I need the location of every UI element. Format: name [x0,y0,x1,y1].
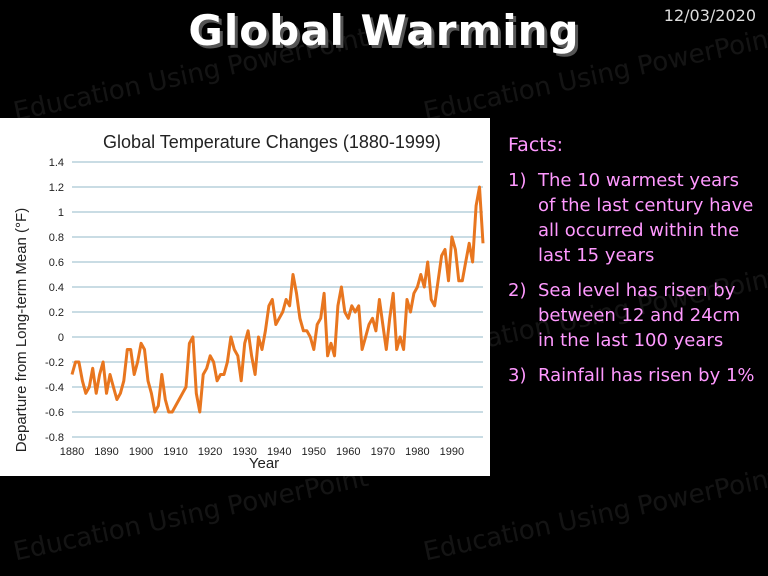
x-tick-label: 1970 [371,446,395,458]
fact-number: 1) [508,170,527,191]
chart-x-axis-label: Year [249,455,279,472]
slide-title: Global Warming [188,6,580,55]
x-tick-label: 1880 [60,446,84,458]
x-tick-label: 1950 [302,446,326,458]
facts-heading: Facts: [508,134,564,156]
x-tick-label: 1930 [232,446,256,458]
fact-item: 1) The 10 warmest years of the last cent… [508,168,760,268]
chart-series [70,185,485,414]
fact-item: 2) Sea level has risen by between 12 and… [508,278,760,353]
slide-date: 12/03/2020 [663,6,756,25]
chart-ticks: -0.8 -0.6 -0.4 -0.2 0 0.2 0.4 0.6 0.8 1 1.2 1.4 1880… [45,157,464,458]
x-tick-label: 1940 [267,446,291,458]
chart-svg: Global Temperature Changes (1880-1999) D… [13,132,485,472]
fact-text: Rainfall has risen by 1% [538,365,755,386]
y-tick-label: 0.2 [49,307,64,319]
chart-title: Global Temperature Changes (1880-1999) [103,132,441,152]
y-tick-label: 1.4 [49,157,64,169]
x-tick-label: 1900 [129,446,153,458]
x-tick-label: 1960 [336,446,360,458]
y-tick-label: 1 [58,207,64,219]
x-tick-label: 1980 [405,446,429,458]
fact-number: 3) [508,365,527,386]
y-tick-label: 0 [58,332,64,344]
watermark: Education Using PowerPoint [420,462,768,568]
fact-text: The 10 warmest years of the last century… [538,170,754,266]
fact-item: 3) Rainfall has risen by 1% [508,363,760,388]
x-tick-label: 1920 [198,446,222,458]
y-tick-label: -0.4 [45,382,64,394]
chart-grid [72,161,483,438]
y-tick-label: 1.2 [49,182,64,194]
y-tick-label: 0.4 [49,282,64,294]
temperature-chart: Global Temperature Changes (1880-1999) D… [0,118,490,476]
series-line [70,185,485,414]
fact-text: Sea level has risen by between 12 and 24… [538,280,741,351]
x-tick-label: 1910 [163,446,187,458]
facts-panel: Facts: 1) The 10 warmest years of the la… [508,134,760,398]
y-tick-label: 0.6 [49,257,64,269]
x-tick-label: 1990 [440,446,464,458]
watermark: Education Using PowerPoint [10,462,372,568]
y-tick-label: -0.6 [45,407,64,419]
y-tick-label: -0.2 [45,357,64,369]
x-tick-label: 1890 [94,446,118,458]
y-tick-label: -0.8 [45,432,64,444]
facts-list: 1) The 10 warmest years of the last cent… [508,168,760,388]
fact-number: 2) [508,280,527,301]
chart-y-axis-label: Departure from Long-term Mean (°F) [13,208,30,452]
y-tick-label: 0.8 [49,232,64,244]
